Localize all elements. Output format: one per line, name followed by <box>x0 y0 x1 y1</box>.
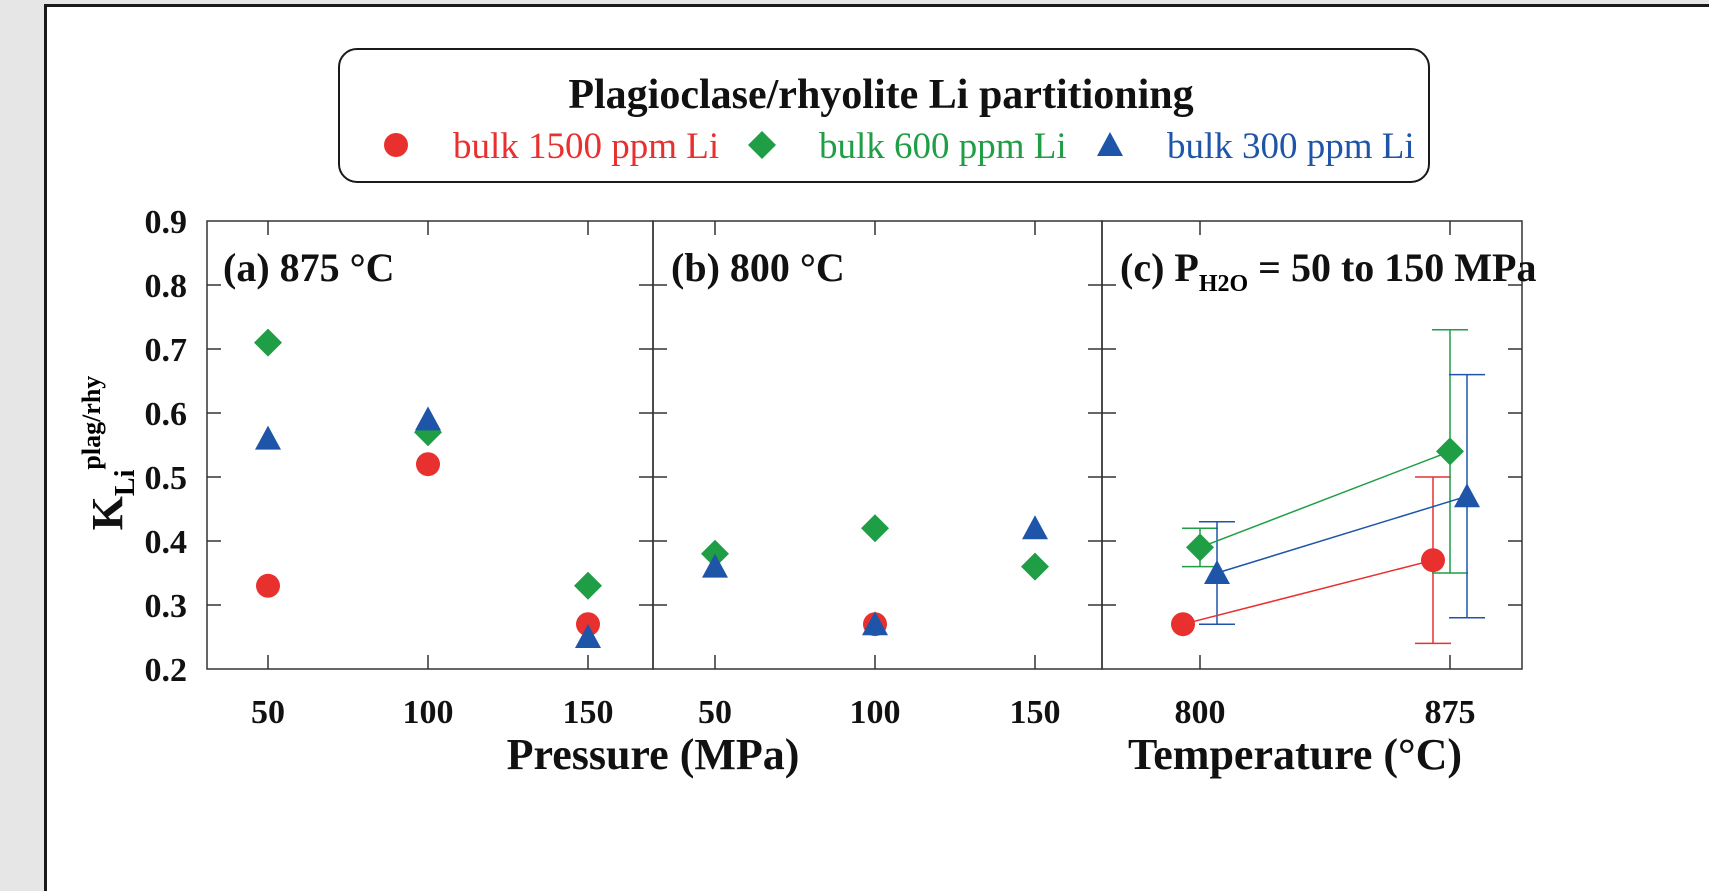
data-point-bulk1500 <box>1421 548 1445 573</box>
legend-marker-bulk600 <box>748 131 776 159</box>
legend-label-bulk300: bulk 300 ppm Li <box>1167 126 1415 167</box>
y-tick-label: 0.2 <box>145 652 188 689</box>
markers <box>254 328 1480 648</box>
figure: Plagioclase/rhyolite Li partitioning bul… <box>77 48 1536 779</box>
data-point-bulk300 <box>575 624 601 648</box>
panel-b-title: (b) 800 °C <box>671 245 845 290</box>
data-point-bulk600 <box>574 571 602 600</box>
x-axis-title-pressure: Pressure (MPa) <box>507 730 800 779</box>
data-point-bulk1500 <box>416 452 440 477</box>
y-tick-label: 0.7 <box>145 332 188 369</box>
y-tick-label: 0.8 <box>145 268 188 305</box>
data-point-bulk300 <box>1022 515 1048 540</box>
panels <box>206 220 1523 670</box>
ticks <box>207 221 1522 669</box>
x-tick-label: 100 <box>850 694 901 731</box>
data-point-bulk600 <box>861 514 889 543</box>
y-tick-labels: 0.2 0.3 0.4 0.5 0.6 0.7 0.8 0.9 <box>145 204 188 689</box>
error-bars <box>1182 329 1485 645</box>
legend-marker-bulk300 <box>1097 132 1123 156</box>
panel-c-title-sub: H2O <box>1199 271 1248 297</box>
data-point-bulk300 <box>255 425 281 450</box>
data-point-bulk300 <box>1454 483 1480 508</box>
data-point-bulk600 <box>1021 552 1049 581</box>
x-tick-label: 800 <box>1175 694 1226 731</box>
y-tick-label: 0.5 <box>145 460 188 497</box>
x-axis-title-temperature: Temperature (°C) <box>1128 730 1462 779</box>
data-point-bulk600 <box>1186 533 1214 562</box>
x-tick-label: 875 <box>1425 694 1476 731</box>
y-axis-title: KLiplag/rhy <box>77 376 141 531</box>
legend-label-bulk600: bulk 600 ppm Li <box>819 126 1067 167</box>
y-tick-label: 0.4 <box>145 524 188 561</box>
data-point-bulk300 <box>415 406 441 431</box>
trend-line-bulk300 <box>1216 495 1468 574</box>
trend-lines <box>1182 450 1468 625</box>
legend-box <box>338 48 1430 183</box>
y-tick-label: 0.9 <box>145 204 188 241</box>
data-point-bulk600 <box>1436 437 1464 466</box>
panel-c-frame <box>1101 220 1523 670</box>
legend-title: Plagioclase/rhyolite Li partitioning <box>568 72 1193 118</box>
x-tick-labels: 50 100 150 50 100 150 800 875 <box>251 694 1476 731</box>
data-point-bulk300 <box>702 553 728 578</box>
legend-entries: bulk 1500 ppm Li bulk 600 ppm Li bulk 300 … <box>384 126 1415 167</box>
y-axis-title-sup: plag/rhy <box>77 376 106 470</box>
x-tick-label: 150 <box>563 694 614 731</box>
legend-label-bulk1500: bulk 1500 ppm Li <box>453 126 719 167</box>
figure-frame: Plagioclase/rhyolite Li partitioning bul… <box>44 4 1709 891</box>
panel-c-title: (c) PH2O = 50 to 150 MPa <box>1120 245 1536 297</box>
y-tick-label: 0.6 <box>145 396 188 433</box>
data-point-bulk300 <box>862 611 888 636</box>
legend: Plagioclase/rhyolite Li partitioning bul… <box>338 48 1430 183</box>
data-point-bulk300 <box>1204 560 1230 584</box>
trend-line-bulk1500 <box>1182 559 1434 625</box>
y-axis-title-k: K <box>83 496 132 530</box>
y-axis-title-sub: Li <box>110 469 141 496</box>
data-point-bulk1500 <box>256 573 280 598</box>
x-tick-label: 50 <box>251 694 285 731</box>
data-point-bulk1500 <box>1171 612 1195 637</box>
x-tick-label: 150 <box>1010 694 1061 731</box>
panel-c-title-main: (c) P <box>1120 245 1199 290</box>
legend-marker-bulk1500 <box>384 133 408 157</box>
x-tick-label: 100 <box>403 694 454 731</box>
y-tick-label: 0.3 <box>145 588 188 625</box>
x-tick-label: 50 <box>698 694 732 731</box>
panel-c-title-rest: = 50 to 150 MPa <box>1248 245 1536 290</box>
trend-line-bulk600 <box>1199 450 1451 549</box>
panel-a-title: (a) 875 °C <box>223 245 395 290</box>
data-point-bulk600 <box>254 328 282 357</box>
